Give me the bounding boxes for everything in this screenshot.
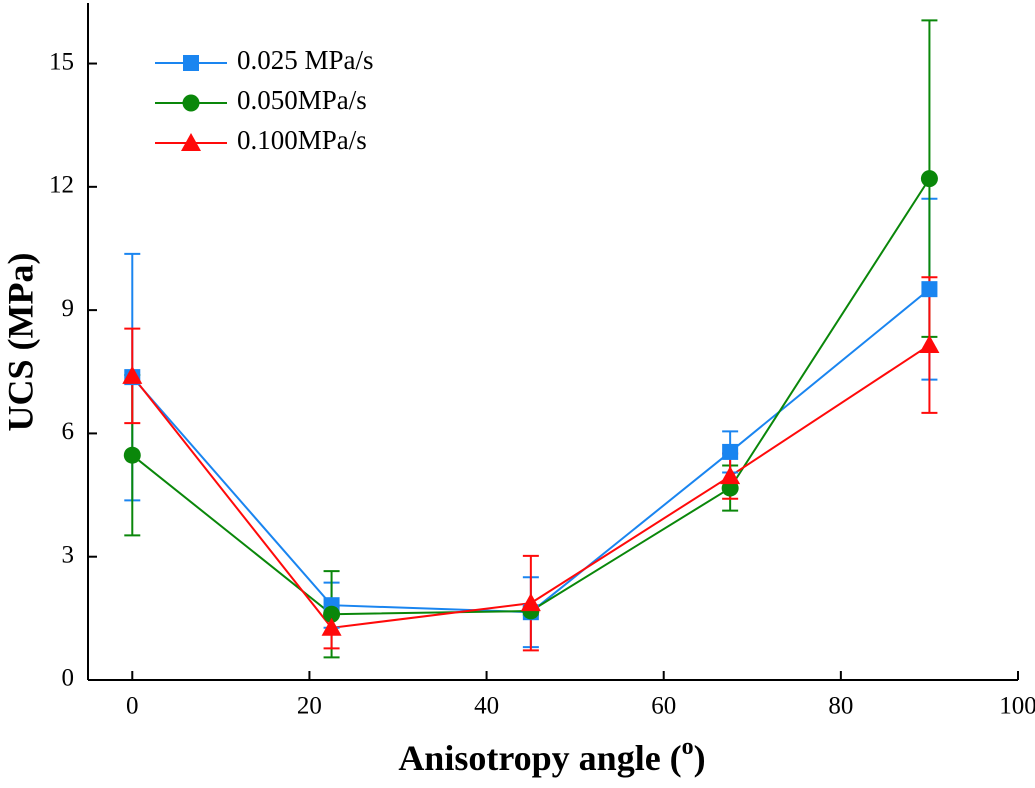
legend-label: 0.050MPa/s — [237, 85, 367, 115]
marker — [182, 94, 200, 112]
marker — [123, 446, 141, 464]
y-tick-label: 15 — [49, 48, 74, 75]
marker — [722, 443, 739, 460]
marker — [921, 281, 938, 298]
x-axis-title-superscript: o — [682, 734, 694, 760]
y-tick-label: 0 — [62, 665, 75, 692]
legend-label: 0.025 MPa/s — [237, 45, 374, 75]
y-tick-label: 9 — [62, 295, 75, 322]
marker — [520, 593, 541, 612]
x-tick-label: 40 — [474, 693, 499, 720]
x-axis-title-text: Anisotropy angle ( — [398, 738, 681, 778]
y-tick-label: 12 — [49, 172, 74, 199]
x-axis-title-end: ) — [694, 738, 706, 778]
x-axis-title: Anisotropy angle (o) — [398, 734, 705, 779]
x-tick-label: 100 — [999, 693, 1035, 720]
marker — [321, 617, 342, 636]
series-line — [131, 178, 931, 616]
y-axis-title: UCS (MPa) — [0, 253, 40, 432]
x-tick-label: 80 — [828, 693, 853, 720]
marker — [720, 466, 741, 485]
marker — [919, 335, 940, 354]
marker — [183, 55, 199, 71]
y-tick-label: 6 — [62, 418, 75, 445]
marker — [323, 605, 341, 623]
x-tick-label: 20 — [297, 693, 322, 720]
legend-label: 0.100MPa/s — [237, 125, 367, 155]
y-tick-label: 3 — [62, 541, 75, 568]
marker — [122, 365, 143, 384]
x-tick-label: 60 — [651, 693, 676, 720]
marker — [920, 170, 938, 188]
x-tick-label: 0 — [126, 693, 139, 720]
marker — [181, 133, 201, 151]
